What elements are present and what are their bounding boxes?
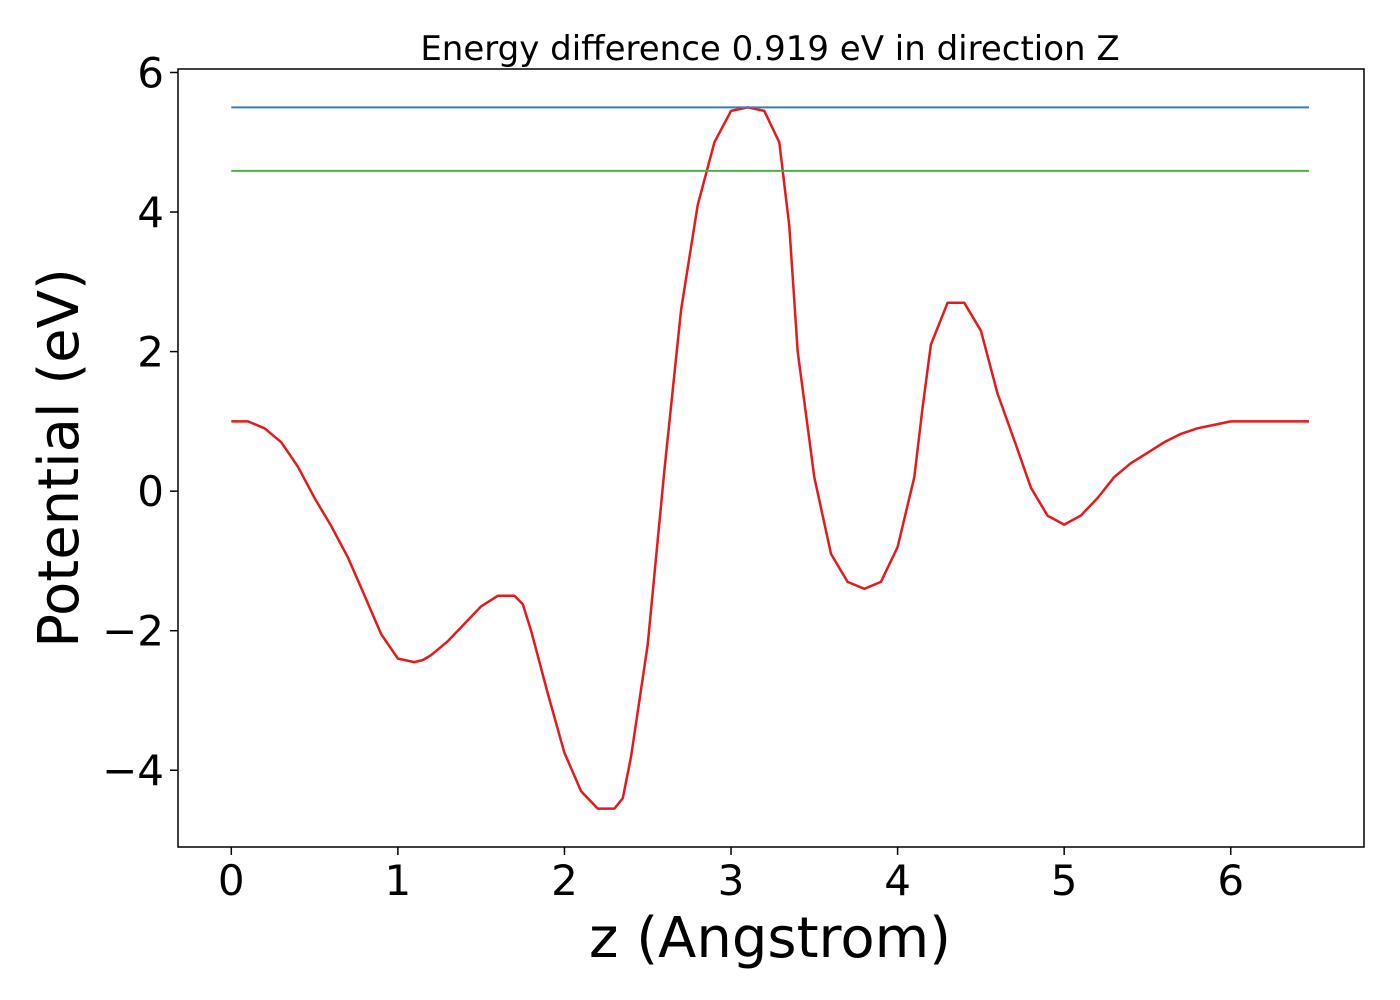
chart-title: Energy difference 0.919 eV in direction … <box>420 29 1119 69</box>
y-tick-label: 2 <box>137 328 164 377</box>
x-tick-label: 5 <box>1051 856 1078 905</box>
potential-curve <box>231 106 1309 810</box>
x-axis-label: z (Angstrom) <box>589 906 951 971</box>
plot-frame <box>177 68 1365 848</box>
series-layer <box>231 106 1309 810</box>
y-tick-label: 4 <box>137 188 164 237</box>
y-tick-label: 0 <box>137 467 164 516</box>
y-tick-label: −2 <box>102 607 164 656</box>
y-tick-label: −4 <box>102 746 164 795</box>
x-tick-label: 6 <box>1217 856 1244 905</box>
x-tick-label: 4 <box>884 856 911 905</box>
y-axis-label: Potential (eV) <box>27 268 92 648</box>
x-tick-label: 0 <box>218 856 245 905</box>
x-tick-label: 3 <box>718 856 745 905</box>
x-axis: 0 1 2 3 4 5 6 <box>218 847 1244 905</box>
y-tick-label: 6 <box>137 48 164 97</box>
x-tick-label: 2 <box>551 856 578 905</box>
y-axis: −4 −2 0 2 4 6 <box>102 48 178 795</box>
x-tick-label: 1 <box>385 856 412 905</box>
